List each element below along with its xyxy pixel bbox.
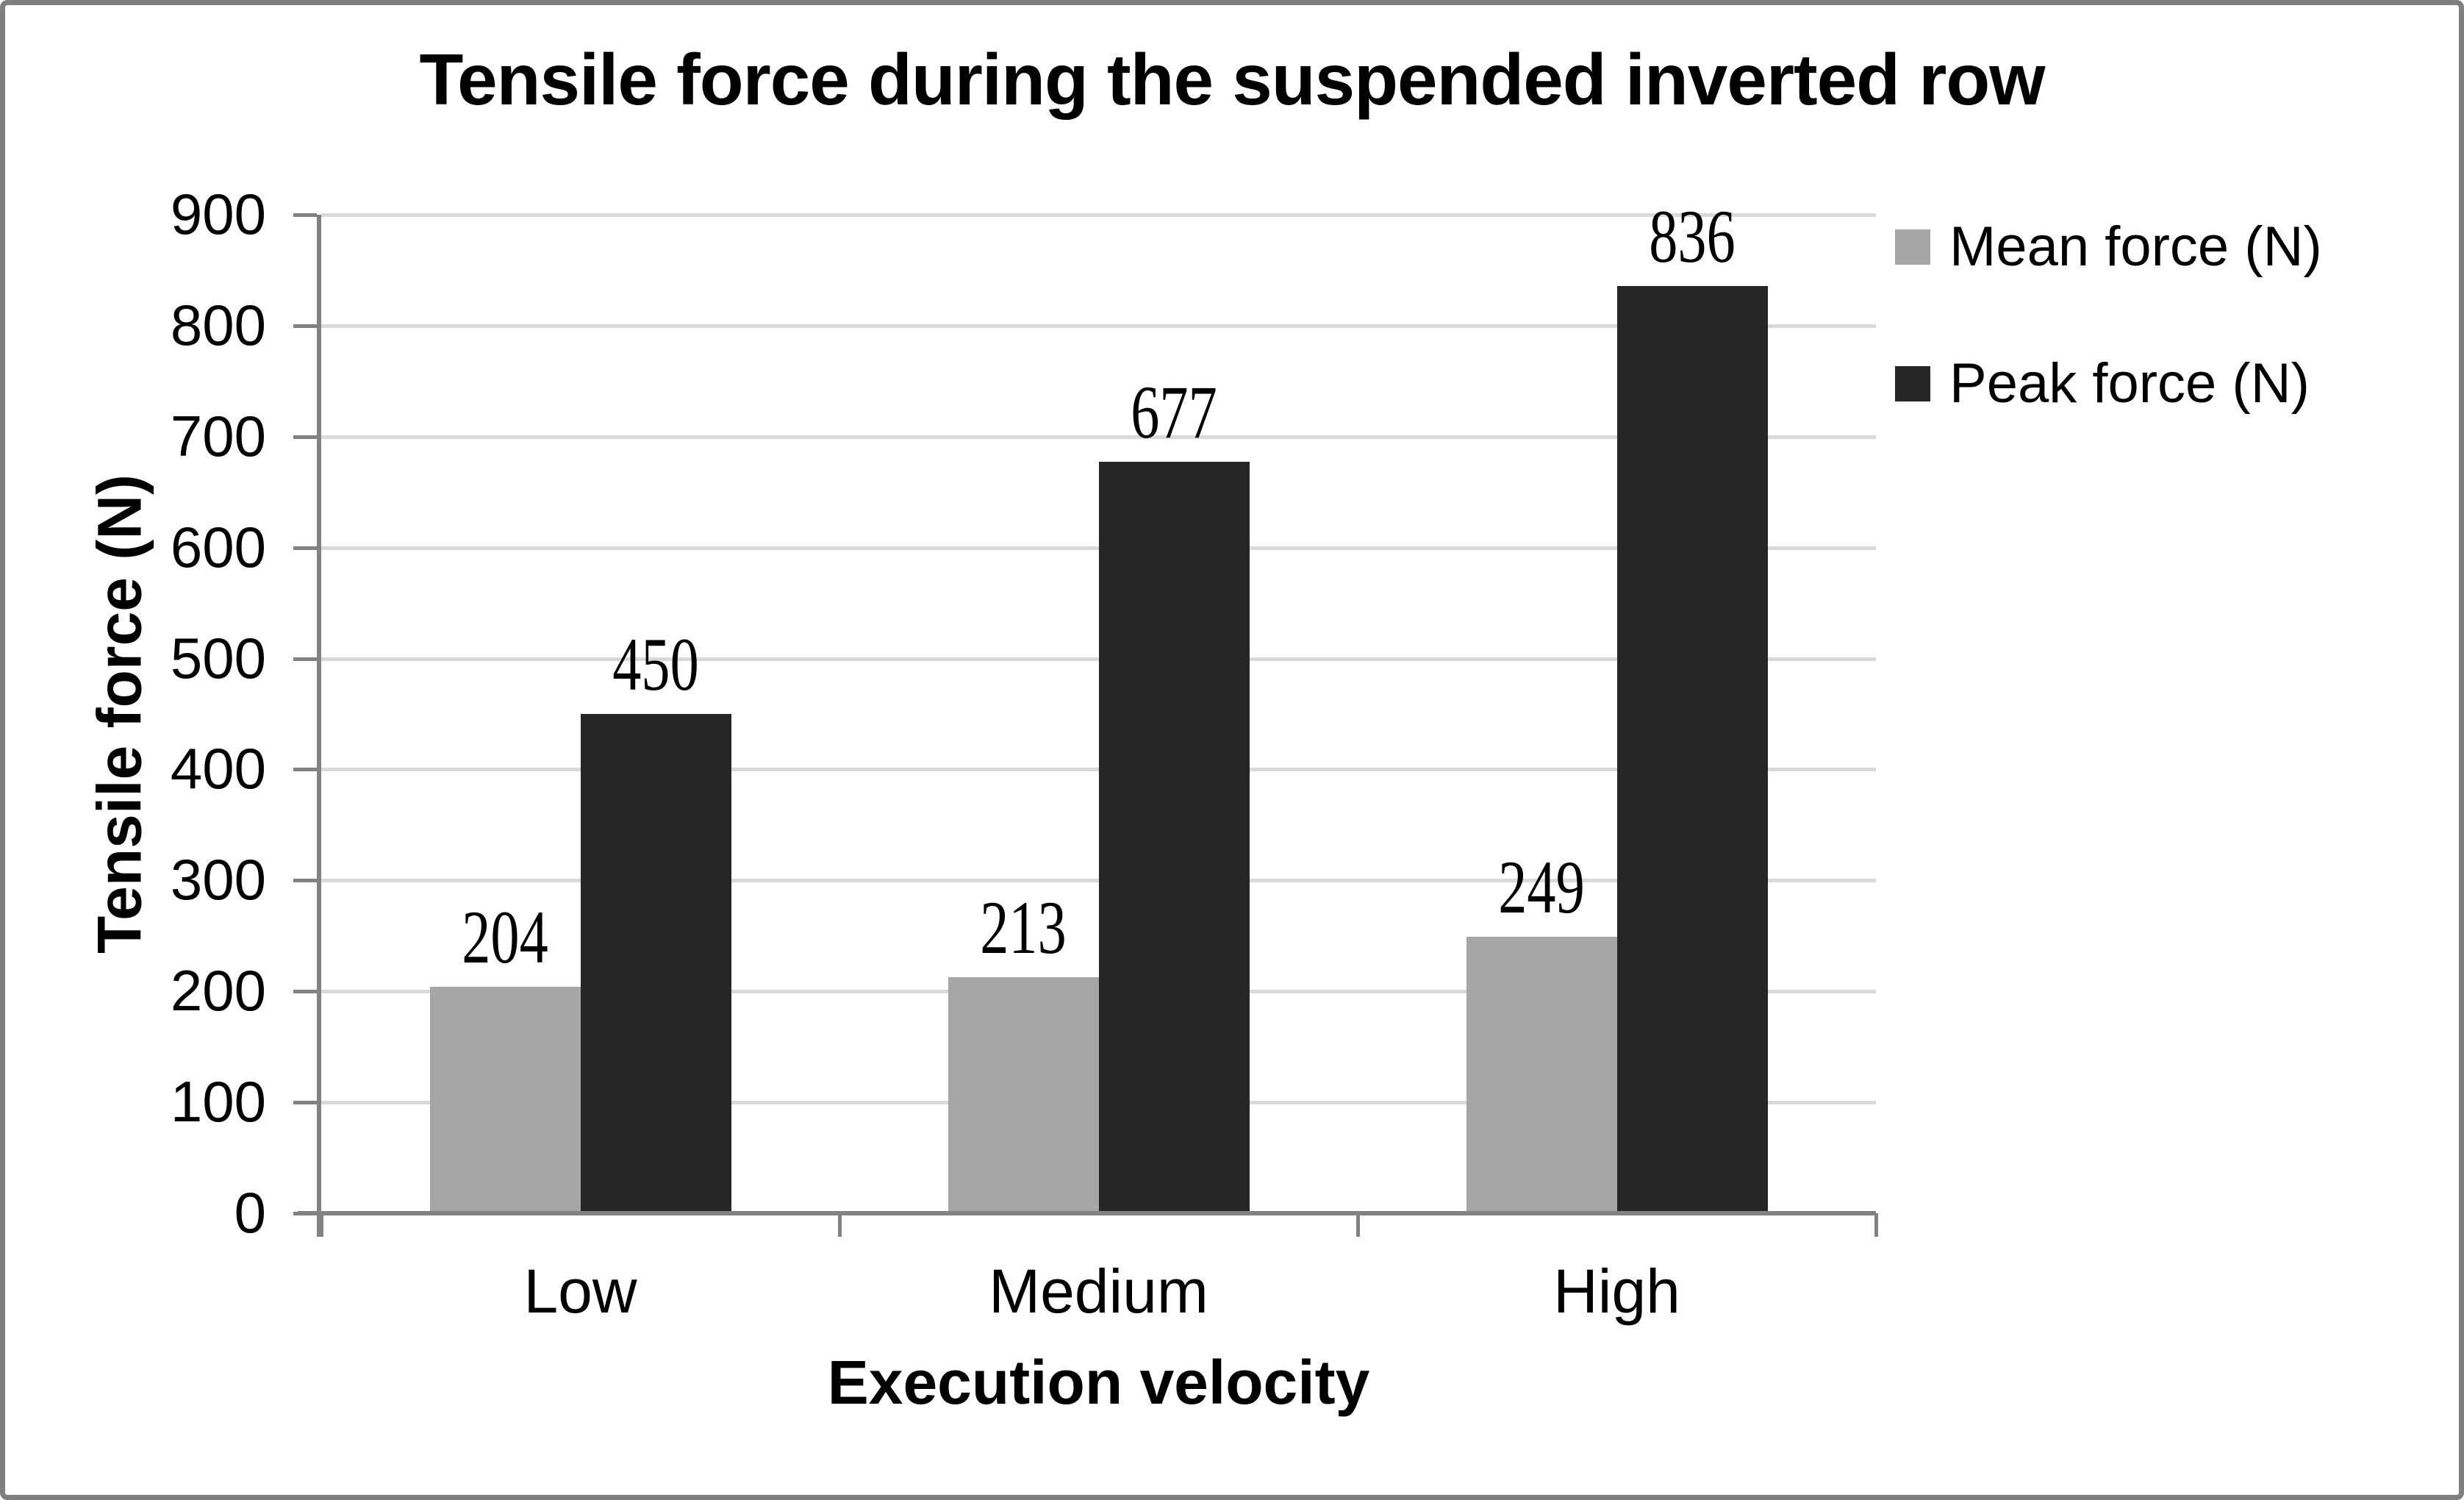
y-tick-label: 0 — [234, 1180, 266, 1245]
x-axis-tick — [838, 1213, 842, 1237]
legend-label: Peak force (N) — [1949, 352, 2310, 415]
x-axis-tick — [320, 1213, 323, 1237]
y-tick-label: 100 — [170, 1069, 266, 1135]
y-axis-tick — [293, 546, 317, 550]
category-label-high: High — [1553, 1257, 1680, 1326]
legend-entry-peak: Peak force (N) — [1895, 350, 2310, 418]
y-axis-tick — [293, 324, 317, 328]
y-tick-label: 700 — [170, 403, 266, 468]
category-label-low: Low — [523, 1257, 637, 1326]
y-tick-label: 500 — [170, 625, 266, 690]
bar-value-label: 450 — [612, 623, 699, 707]
y-axis-line — [317, 215, 321, 1237]
bar-mean-high — [1466, 937, 1617, 1213]
y-tick-label: 800 — [170, 292, 266, 357]
bar-value-label: 213 — [980, 885, 1067, 970]
x-axis-tick — [1356, 1213, 1360, 1237]
legend-swatch — [1895, 366, 1930, 401]
bar-mean-medium — [948, 976, 1099, 1213]
x-axis-title: Execution velocity — [827, 1348, 1370, 1417]
y-axis-tick — [293, 879, 317, 883]
y-axis-tick — [293, 768, 317, 772]
bar-value-label: 204 — [462, 896, 548, 980]
bar-value-label: 249 — [1498, 846, 1585, 930]
y-axis-tick — [293, 1101, 317, 1105]
y-axis-tick — [293, 990, 317, 994]
bar-peak-high — [1616, 285, 1768, 1213]
bar-value-label: 836 — [1649, 194, 1736, 279]
chart-title: Tensile force during the suspended inver… — [419, 39, 2045, 120]
y-axis-tick — [293, 213, 317, 217]
x-axis-line — [298, 1211, 1876, 1215]
y-axis-tick — [293, 1212, 317, 1215]
bar-peak-medium — [1098, 462, 1250, 1213]
y-tick-label: 400 — [170, 736, 266, 801]
y-tick-label: 300 — [170, 847, 266, 913]
bar-peak-low — [580, 714, 731, 1213]
bar-value-label: 677 — [1131, 371, 1217, 455]
x-axis-tick — [1874, 1213, 1878, 1237]
legend-label: Mean force (N) — [1949, 215, 2322, 279]
legend-entry-mean: Mean force (N) — [1895, 213, 2322, 281]
y-gridline — [321, 435, 1876, 439]
y-tick-label: 200 — [170, 958, 266, 1024]
y-tick-label: 600 — [170, 514, 266, 579]
y-axis-tick — [293, 435, 317, 439]
y-tick-label: 900 — [170, 182, 266, 246]
y-gridline — [321, 213, 1876, 217]
legend-swatch — [1895, 229, 1930, 265]
y-gridline — [321, 324, 1876, 328]
category-label-medium: Medium — [989, 1257, 1208, 1326]
bar-mean-low — [429, 987, 581, 1213]
y-axis-tick — [293, 657, 317, 661]
